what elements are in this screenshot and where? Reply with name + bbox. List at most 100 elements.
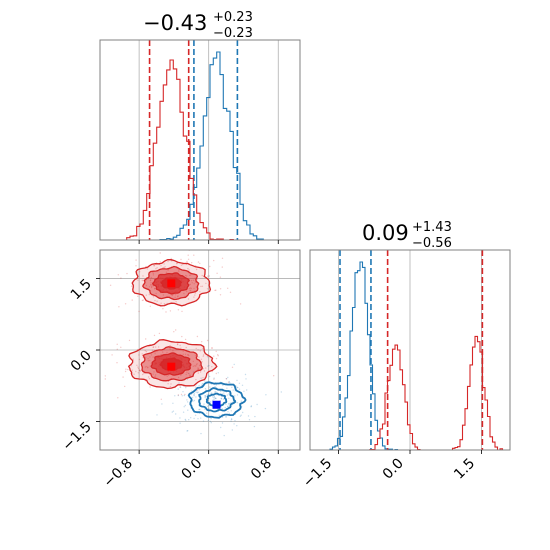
sample-point [138,310,140,313]
sample-point [214,289,216,292]
sample-point [181,310,183,313]
sample-point [147,360,149,362]
x-tick-label: 0.8 [248,456,275,483]
contour-line [205,392,228,408]
sample-point [256,403,258,406]
sample-point [139,370,142,372]
sample-point [197,368,199,370]
sample-point [207,275,209,277]
sample-point [155,346,157,348]
sample-point [116,362,118,364]
sample-point [238,382,241,384]
sample-point [186,260,188,263]
sample-point [188,372,190,375]
histogram-series-0 [100,51,300,241]
contour-line [187,381,247,419]
sample-point [200,432,202,435]
sample-point [223,392,225,394]
sample-point [195,268,198,271]
sample-point [230,410,232,412]
sample-point [149,305,151,307]
sample-point [206,394,208,396]
sample-point [241,384,244,386]
sample-point [236,379,238,382]
sample-point [202,354,205,356]
sample-point [162,308,164,310]
sample-point [198,388,200,391]
sample-point [211,347,213,349]
sample-point [162,294,165,296]
sample-point [209,401,212,403]
sample-point [220,398,223,400]
sample-point [174,395,176,397]
sample-point [167,383,169,385]
sample-point [204,395,207,397]
sample-point [182,353,184,355]
sample-point [137,295,139,297]
sample-point [194,386,197,388]
sample-point [254,415,256,418]
sample-point [163,266,165,269]
sample-point [187,354,189,356]
sample-point [132,358,134,360]
sample-point [213,395,216,398]
sample-point [196,363,198,365]
sample-point [152,373,154,375]
sample-point [193,287,195,290]
sample-point [178,269,180,271]
sample-point [231,366,234,368]
sample-point [179,386,181,388]
sample-point [195,347,197,350]
marginal-x-title: −0.43 +0.23 −0.23 [143,10,253,41]
sample-point [143,372,145,375]
sample-point [187,267,189,270]
sample-point [250,406,252,408]
sample-point [202,347,204,349]
sample-point [221,266,223,268]
sample-point [190,280,193,282]
sample-point [205,395,207,397]
sample-point [180,264,183,266]
sample-point [211,347,213,349]
sample-point [210,422,212,424]
sample-point [155,292,157,295]
sample-point [221,416,224,418]
sample-point [209,265,211,268]
sample-point [185,387,187,389]
sample-point [204,396,206,399]
sample-point [183,406,185,408]
sample-point [221,408,223,410]
sample-point [202,377,204,379]
sample-point [280,391,282,393]
sample-point [228,380,230,383]
sample-point [153,265,155,267]
sample-point [226,387,228,389]
sample-point [187,372,190,375]
sample-point [147,366,149,368]
sample-point [147,376,150,378]
sample-point [178,382,180,384]
sample-point [199,350,201,352]
sample-point [122,376,124,378]
truth-marker-red [167,362,176,371]
marginal-x-frame [99,39,301,241]
sample-point [150,276,153,279]
sample-point [195,364,198,366]
sample-point [200,366,202,369]
sample-point [182,391,184,393]
sample-point [190,290,192,292]
sample-point [104,375,107,377]
sample-point [225,403,227,405]
sample-point [131,299,133,301]
sample-point [165,271,168,273]
sample-point [150,284,152,286]
sample-point [197,367,199,369]
sample-point [201,382,204,385]
sample-point [228,402,230,405]
sample-point [205,367,207,369]
sample-point [152,346,154,349]
sample-point [230,420,232,422]
sample-point [150,286,153,288]
sample-point [239,303,242,305]
